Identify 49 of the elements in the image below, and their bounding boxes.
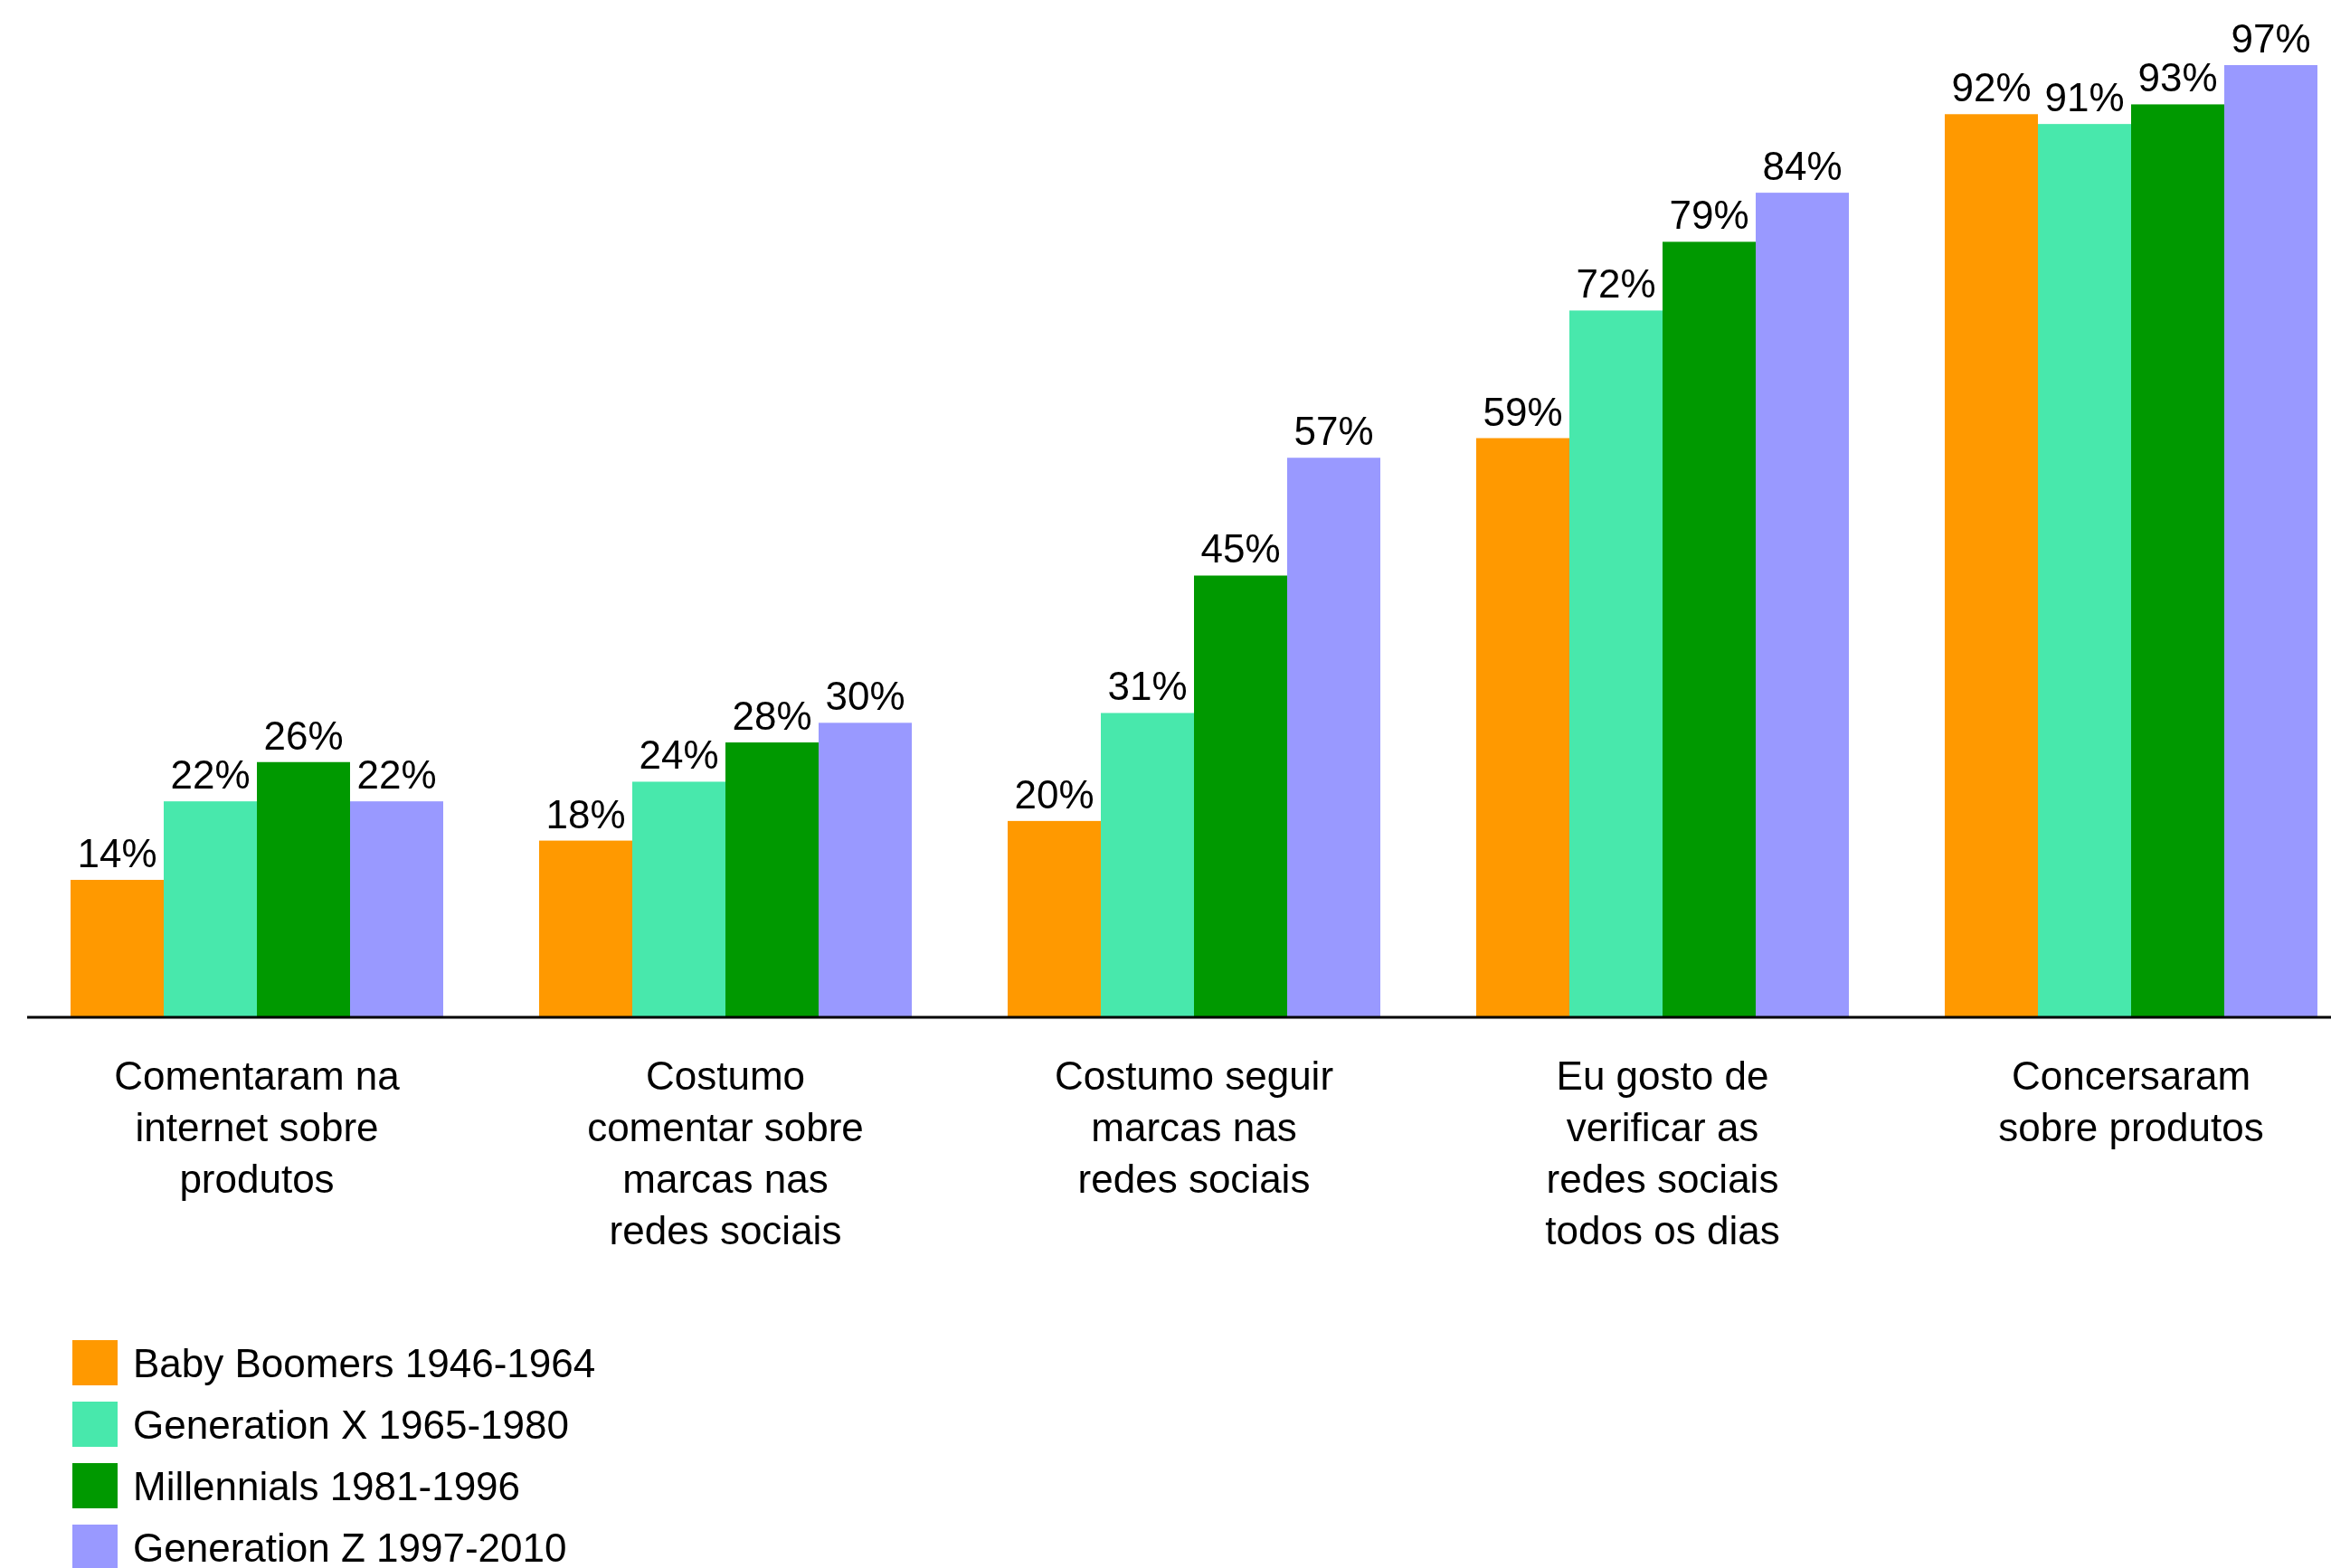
data-label: 18% (545, 791, 626, 836)
data-label: 97% (2231, 16, 2311, 61)
data-label: 93% (2137, 55, 2218, 100)
data-label: 20% (1014, 771, 1094, 817)
bar (632, 781, 725, 1017)
bar (2131, 104, 2224, 1017)
data-label: 79% (1669, 193, 1749, 238)
legend-label: Baby Boomers 1946-1964 (133, 1341, 596, 1385)
x-tick-label: Costumo seguir marcas nas redes sociais (1054, 1053, 1334, 1201)
bar (819, 723, 912, 1017)
legend-label: Generation Z 1997-2010 (133, 1525, 567, 1568)
data-label: 26% (263, 713, 344, 758)
x-tick-label: Comentaram na internet sobre produtos (114, 1053, 401, 1201)
bar (164, 801, 257, 1017)
data-label: 91% (2044, 75, 2125, 120)
bar (725, 742, 819, 1017)
legend-label: Generation X 1965-1980 (133, 1403, 569, 1447)
data-label: 14% (77, 831, 157, 876)
data-label: 84% (1762, 144, 1843, 189)
data-label: 92% (1951, 65, 2032, 110)
data-label: 45% (1200, 526, 1281, 571)
bar (257, 761, 350, 1017)
bar (2224, 65, 2317, 1017)
legend-label: Millennials 1981-1996 (133, 1464, 521, 1508)
bar (1194, 575, 1287, 1017)
data-label: 30% (825, 674, 905, 719)
bar (2038, 124, 2131, 1017)
data-label: 57% (1293, 409, 1374, 454)
data-label: 24% (639, 732, 719, 778)
bar (539, 840, 632, 1017)
bar (1101, 713, 1194, 1017)
data-label: 22% (356, 752, 437, 798)
bar (1008, 820, 1101, 1017)
bar (350, 801, 443, 1017)
bar (1476, 438, 1569, 1017)
x-tick-label: Eu gosto de verificar as redes sociais todos os dias (1545, 1053, 1780, 1252)
bar (1756, 193, 1849, 1017)
x-tick-label: Costumo comentar sobre marcas nas redes sociais (587, 1053, 864, 1252)
data-label: 72% (1576, 261, 1656, 307)
bar (1945, 114, 2038, 1017)
bar (1287, 458, 1380, 1017)
bar (71, 880, 164, 1017)
x-tick-label: Concersaram sobre produtos (1998, 1053, 2264, 1149)
data-label: 59% (1483, 389, 1563, 434)
data-label: 31% (1107, 664, 1188, 709)
bar (1569, 310, 1663, 1017)
bar (1663, 241, 1756, 1017)
data-label: 28% (732, 694, 812, 739)
data-label: 22% (170, 752, 251, 798)
